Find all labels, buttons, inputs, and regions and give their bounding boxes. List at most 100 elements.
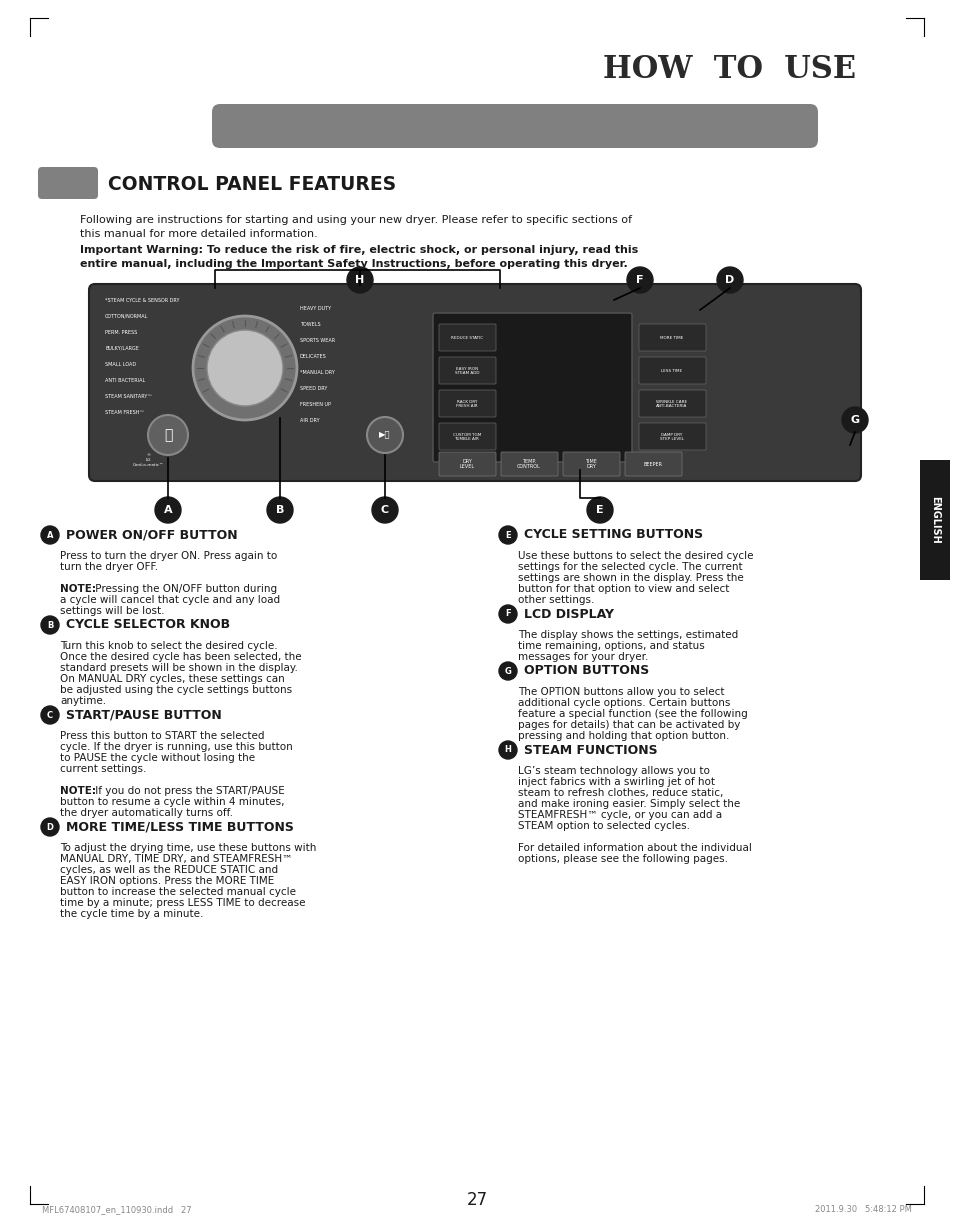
- Text: DELICATES: DELICATES: [299, 354, 327, 359]
- Text: time remaining, options, and status: time remaining, options, and status: [517, 642, 704, 651]
- Text: STEAMFRESH™ cycle, or you can add a: STEAMFRESH™ cycle, or you can add a: [517, 810, 721, 820]
- Text: Press this button to START the selected: Press this button to START the selected: [60, 731, 264, 741]
- Text: The OPTION buttons allow you to select: The OPTION buttons allow you to select: [517, 687, 723, 697]
- FancyBboxPatch shape: [89, 284, 861, 481]
- Text: ENGLISH: ENGLISH: [929, 496, 939, 544]
- Text: FRESHEN UP: FRESHEN UP: [299, 402, 331, 407]
- Text: settings for the selected cycle. The current: settings for the selected cycle. The cur…: [517, 562, 741, 572]
- Text: For detailed information about the individual: For detailed information about the indiv…: [517, 843, 751, 853]
- Text: MORE TIME/LESS TIME BUTTONS: MORE TIME/LESS TIME BUTTONS: [66, 820, 294, 833]
- Text: TOWELS: TOWELS: [299, 323, 320, 327]
- Text: PERM. PRESS: PERM. PRESS: [105, 330, 137, 335]
- Text: E: E: [505, 530, 510, 539]
- Text: ⏻: ⏻: [164, 428, 172, 442]
- Text: 27: 27: [466, 1191, 487, 1209]
- Text: B: B: [47, 621, 53, 629]
- Text: D: D: [47, 822, 53, 831]
- Text: steam to refresh clothes, reduce static,: steam to refresh clothes, reduce static,: [517, 788, 722, 798]
- Text: SPORTS WEAR: SPORTS WEAR: [299, 338, 335, 343]
- Text: DAMP DRY
STEP LEVEL: DAMP DRY STEP LEVEL: [659, 433, 683, 441]
- Text: MORE TIME: MORE TIME: [659, 336, 683, 340]
- Text: G: G: [504, 666, 511, 676]
- Text: CONTROL PANEL FEATURES: CONTROL PANEL FEATURES: [108, 176, 395, 194]
- Circle shape: [717, 266, 742, 293]
- Circle shape: [586, 497, 613, 523]
- Text: Once the desired cycle has been selected, the: Once the desired cycle has been selected…: [60, 653, 301, 662]
- FancyBboxPatch shape: [562, 452, 619, 477]
- Text: SPEED DRY: SPEED DRY: [299, 386, 327, 391]
- Text: ANTI BACTERIAL: ANTI BACTERIAL: [105, 378, 145, 382]
- Circle shape: [41, 525, 59, 544]
- Text: LG’s steam technology allows you to: LG’s steam technology allows you to: [517, 766, 709, 776]
- FancyBboxPatch shape: [438, 390, 496, 417]
- Text: C: C: [47, 710, 53, 720]
- FancyBboxPatch shape: [433, 313, 631, 462]
- Text: 2011.9.30   5:48:12 PM: 2011.9.30 5:48:12 PM: [814, 1205, 911, 1215]
- Text: settings will be lost.: settings will be lost.: [60, 606, 164, 616]
- Text: F: F: [636, 275, 643, 285]
- Text: the dryer automatically turns off.: the dryer automatically turns off.: [60, 808, 233, 818]
- Text: MFL67408107_en_110930.indd   27: MFL67408107_en_110930.indd 27: [42, 1205, 192, 1215]
- Text: SMALL LOAD: SMALL LOAD: [105, 362, 136, 367]
- Text: G: G: [849, 415, 859, 425]
- Text: button for that option to view and select: button for that option to view and selec…: [517, 584, 729, 594]
- Text: Pressing the ON/OFF button during: Pressing the ON/OFF button during: [91, 584, 276, 594]
- Text: To adjust the drying time, use these buttons with: To adjust the drying time, use these but…: [60, 843, 316, 853]
- Text: STEAM SANITARY™: STEAM SANITARY™: [105, 393, 152, 400]
- Circle shape: [193, 316, 296, 420]
- Circle shape: [41, 616, 59, 634]
- Circle shape: [498, 741, 517, 759]
- Text: WRINKLE CARE
ANTI-BACTERIA: WRINKLE CARE ANTI-BACTERIA: [656, 400, 687, 408]
- Text: ▶⏸: ▶⏸: [379, 430, 391, 440]
- Text: ®
LG
Cord-o-matic™: ® LG Cord-o-matic™: [132, 453, 163, 467]
- Text: D: D: [724, 275, 734, 285]
- Text: AIR DRY: AIR DRY: [299, 418, 319, 423]
- Text: feature a special function (see the following: feature a special function (see the foll…: [517, 709, 747, 719]
- Text: The display shows the settings, estimated: The display shows the settings, estimate…: [517, 631, 738, 640]
- Text: STEAM FUNCTIONS: STEAM FUNCTIONS: [523, 743, 657, 756]
- Text: F: F: [505, 610, 510, 618]
- Text: HEAVY DUTY: HEAVY DUTY: [299, 306, 331, 312]
- Text: B: B: [275, 505, 284, 514]
- Text: BEEPER: BEEPER: [643, 462, 661, 467]
- Text: TEMP.
CONTROL: TEMP. CONTROL: [517, 458, 540, 469]
- Text: TIME
DRY: TIME DRY: [584, 458, 597, 469]
- Text: STEAM option to selected cycles.: STEAM option to selected cycles.: [517, 821, 689, 831]
- Circle shape: [626, 266, 652, 293]
- FancyBboxPatch shape: [639, 357, 705, 384]
- Text: START/PAUSE BUTTON: START/PAUSE BUTTON: [66, 709, 221, 721]
- Circle shape: [347, 266, 373, 293]
- Text: other settings.: other settings.: [517, 595, 594, 605]
- FancyBboxPatch shape: [639, 324, 705, 351]
- Text: STEAM FRESH™: STEAM FRESH™: [105, 411, 144, 415]
- FancyBboxPatch shape: [639, 390, 705, 417]
- Text: button to resume a cycle within 4 minutes,: button to resume a cycle within 4 minute…: [60, 797, 284, 807]
- Circle shape: [498, 662, 517, 679]
- Text: Following are instructions for starting and using your new dryer. Please refer t: Following are instructions for starting …: [80, 215, 631, 240]
- Text: COTTON/NORMAL: COTTON/NORMAL: [105, 314, 149, 319]
- Text: A: A: [164, 505, 172, 514]
- Circle shape: [41, 818, 59, 836]
- FancyBboxPatch shape: [438, 357, 496, 384]
- Text: pressing and holding that option button.: pressing and holding that option button.: [517, 731, 729, 741]
- Text: If you do not press the START/PAUSE: If you do not press the START/PAUSE: [91, 786, 284, 796]
- Text: DRY
LEVEL: DRY LEVEL: [459, 458, 474, 469]
- Text: cycle. If the dryer is running, use this button: cycle. If the dryer is running, use this…: [60, 742, 293, 752]
- Text: LCD DISPLAY: LCD DISPLAY: [523, 607, 614, 621]
- Text: cycles, as well as the REDUCE STATIC and: cycles, as well as the REDUCE STATIC and: [60, 865, 278, 875]
- Text: a cycle will cancel that cycle and any load: a cycle will cancel that cycle and any l…: [60, 595, 280, 605]
- Text: On MANUAL DRY cycles, these settings can: On MANUAL DRY cycles, these settings can: [60, 675, 284, 684]
- FancyBboxPatch shape: [438, 324, 496, 351]
- FancyBboxPatch shape: [639, 423, 705, 450]
- Text: Press to turn the dryer ON. Press again to: Press to turn the dryer ON. Press again …: [60, 551, 277, 561]
- Text: RACK DRY
FRESH AIR: RACK DRY FRESH AIR: [456, 400, 477, 408]
- Circle shape: [154, 497, 181, 523]
- Text: pages for details) that can be activated by: pages for details) that can be activated…: [517, 720, 740, 730]
- Text: time by a minute; press LESS TIME to decrease: time by a minute; press LESS TIME to dec…: [60, 898, 305, 908]
- FancyBboxPatch shape: [500, 452, 558, 477]
- Text: *MANUAL DRY: *MANUAL DRY: [299, 370, 335, 375]
- Text: OPTION BUTTONS: OPTION BUTTONS: [523, 665, 649, 677]
- Circle shape: [267, 497, 293, 523]
- Text: REDUCE STATIC: REDUCE STATIC: [451, 336, 482, 340]
- Text: E: E: [596, 505, 603, 514]
